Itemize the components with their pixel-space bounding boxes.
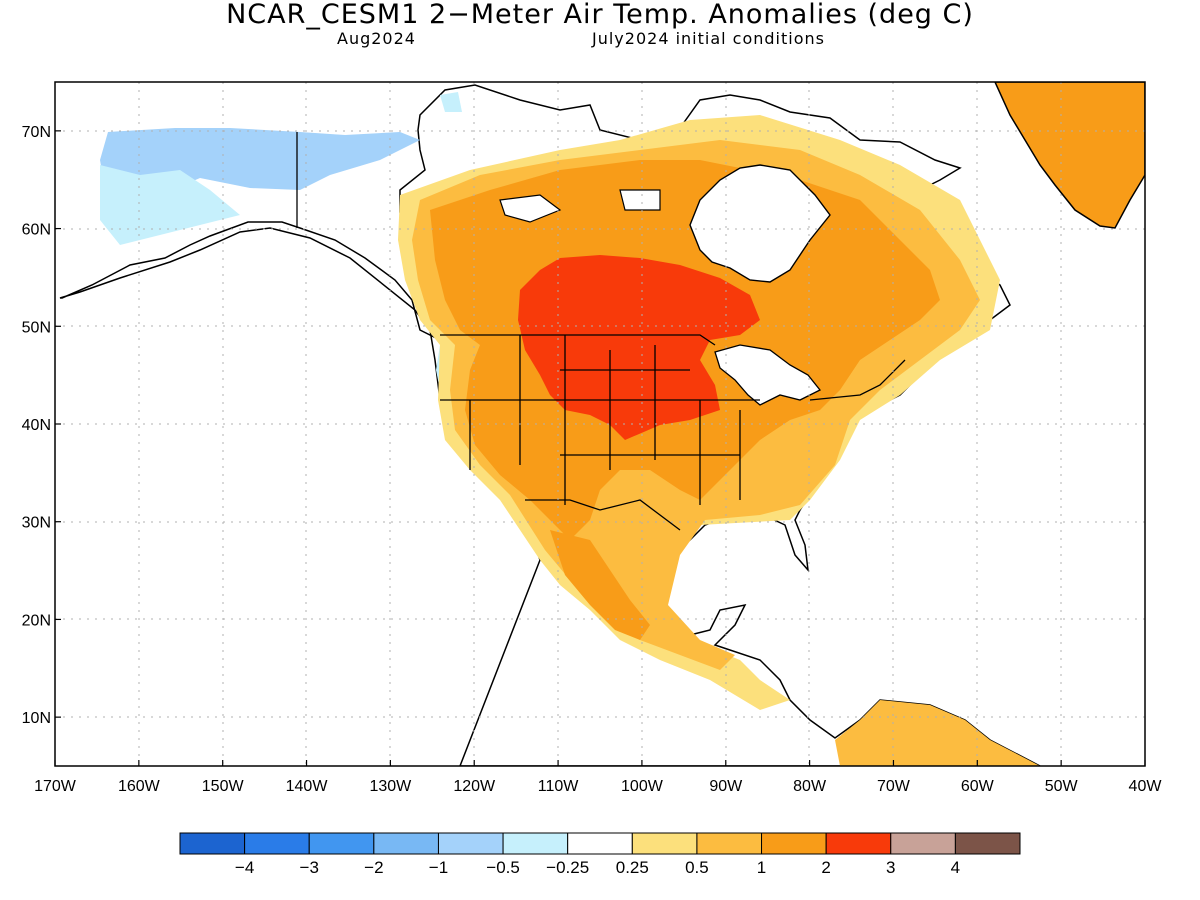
colorbar-label: 1 — [757, 858, 766, 877]
lon-label: 160W — [118, 778, 161, 795]
lon-label: 120W — [453, 778, 496, 795]
alaska-anomaly-neg2 — [100, 165, 240, 245]
colorbar: −4 −3 −2 −1 −0.5 −0.25 0.25 0.5 1 2 3 4 — [179, 832, 1021, 877]
colorbar-swatch — [696, 832, 763, 855]
colorbar-swatch — [308, 832, 375, 855]
colorbar-label: 4 — [951, 858, 960, 877]
map-plot-area — [55, 82, 1145, 766]
colorbar-label: 0.5 — [685, 858, 709, 877]
lon-label: 60W — [961, 778, 995, 795]
lon-label: 130W — [369, 778, 412, 795]
lon-label: 170W — [34, 778, 77, 795]
anomaly-2-3 — [518, 255, 760, 440]
map-title: NCAR_CESM1 2−Meter Air Temp. Anomalies (… — [226, 0, 974, 30]
colorbar-label: 3 — [886, 858, 895, 877]
graticule — [55, 82, 1145, 766]
lon-label: 70W — [877, 778, 911, 795]
colorbar-label: 2 — [821, 858, 830, 877]
lat-label: 20N — [22, 612, 51, 629]
lat-label: 30N — [22, 515, 51, 532]
colorbar-swatch — [890, 832, 956, 855]
political-borders — [296, 132, 906, 531]
great-lakes — [714, 344, 822, 406]
hudson-bay — [689, 164, 831, 283]
mexico-anomaly-1-2 — [550, 530, 650, 640]
lon-label: 100W — [621, 778, 664, 795]
init-conditions: July2024 initial conditions — [592, 29, 825, 48]
lat-label: 40N — [22, 417, 51, 434]
arctic-water-1 — [499, 194, 562, 223]
colorbar-swatch — [244, 832, 310, 855]
longitude-labels: 170W 160W 150W 140W 130W 120W 110W 100W 90W 80W 70… — [34, 760, 1162, 795]
colorbar-swatch — [373, 832, 439, 855]
colorbar-label: −2 — [364, 858, 383, 877]
valid-month: Aug2024 — [337, 29, 416, 48]
lon-label: 140W — [286, 778, 329, 795]
colorbar-swatch — [631, 832, 698, 855]
colorbar-label: −0.5 — [486, 858, 520, 877]
lon-label: 50W — [1045, 778, 1079, 795]
lat-label: 50N — [22, 319, 51, 336]
colorbar-label: −4 — [235, 858, 254, 877]
colorbar-swatch — [761, 832, 827, 855]
latitude-labels: 70N 60N 50N 40N 30N 20N 10N — [22, 124, 61, 727]
lon-label: 80W — [793, 778, 827, 795]
south-america-anomaly — [835, 700, 1040, 766]
lat-label: 10N — [22, 710, 51, 727]
arctic-water-2 — [619, 189, 661, 211]
lat-label: 70N — [22, 124, 51, 141]
colorbar-swatch — [825, 832, 892, 855]
lon-label: 150W — [202, 778, 245, 795]
greenland-land — [994, 82, 1145, 229]
lat-label: 60N — [22, 222, 51, 239]
arctic-island-neg — [440, 92, 462, 112]
lon-label: 110W — [538, 778, 580, 795]
lon-label: 40W — [1129, 778, 1163, 795]
colorbar-swatch — [502, 832, 569, 855]
colorbar-label: −0.25 — [546, 858, 589, 877]
colorbar-swatch — [437, 832, 504, 855]
colorbar-label: 0.25 — [616, 858, 649, 877]
colorbar-swatch — [954, 832, 1021, 855]
colorbar-label: −3 — [300, 858, 319, 877]
colorbar-label: −1 — [429, 858, 448, 877]
colorbar-swatch — [567, 832, 633, 855]
lon-label: 90W — [709, 778, 743, 795]
colorbar-swatch — [179, 832, 246, 855]
